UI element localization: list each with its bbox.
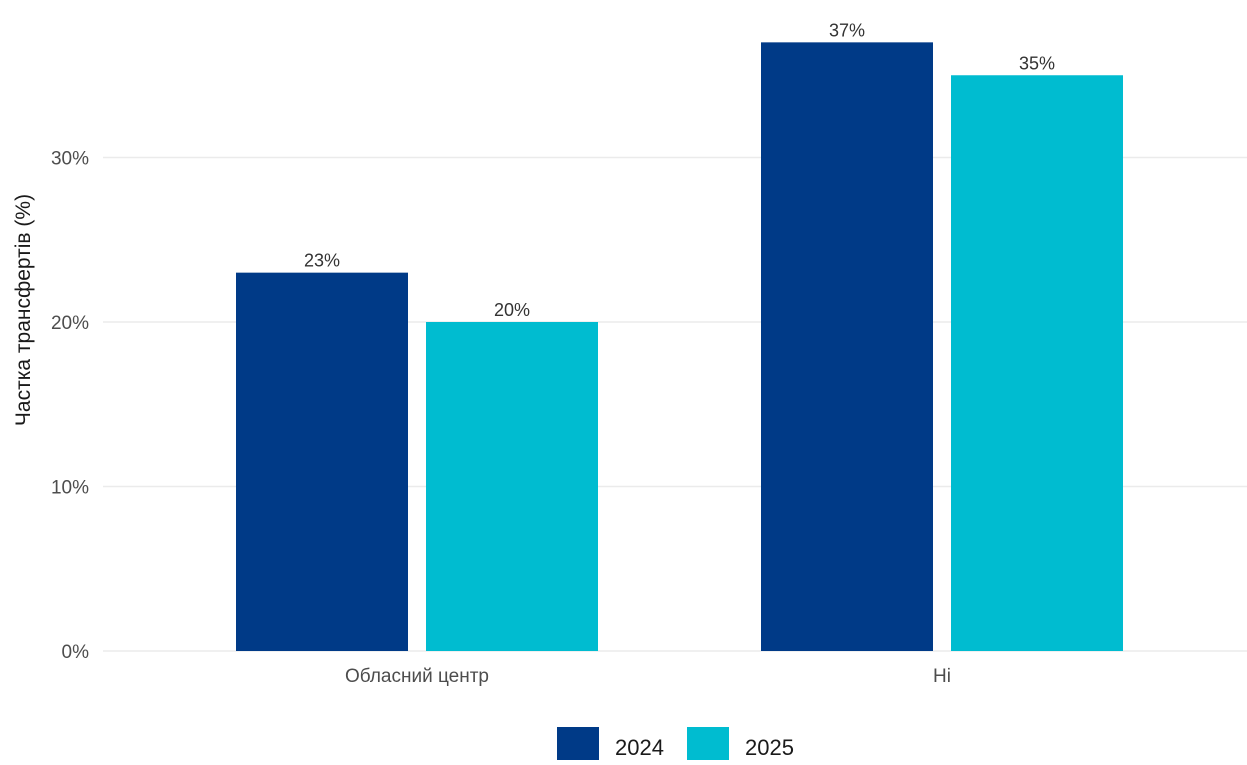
data-label: 35% (1019, 53, 1055, 73)
bar-2025-1 (951, 75, 1123, 651)
bars (236, 42, 1123, 652)
y-axis-title: Частка трансфертів (%) (12, 194, 35, 426)
x-category-label: Обласний центр (345, 666, 489, 687)
bar-2025-0 (426, 322, 598, 651)
x-category-label: Ні (933, 666, 951, 687)
legend-swatch-2025 (687, 727, 729, 760)
y-axis-ticks: 0% 10% 20% 30% (51, 149, 89, 664)
legend-label: 2025 (745, 735, 794, 760)
legend-swatch-2024 (557, 727, 599, 760)
legend: 2024 2025 (557, 727, 794, 760)
legend-label: 2024 (615, 735, 664, 760)
bar-2024-0 (236, 272, 408, 651)
data-label: 37% (829, 20, 865, 40)
x-axis-categories: Обласний центр Ні (345, 666, 951, 687)
y-tick-label: 30% (51, 149, 89, 170)
data-label: 20% (494, 300, 530, 320)
data-labels: 23% 20% 37% 35% (304, 20, 1055, 320)
data-label: 23% (304, 251, 340, 271)
y-tick-label: 10% (51, 478, 89, 499)
bar-2024-1 (761, 42, 933, 652)
y-tick-label: 20% (51, 313, 89, 334)
y-tick-label: 0% (62, 642, 90, 663)
